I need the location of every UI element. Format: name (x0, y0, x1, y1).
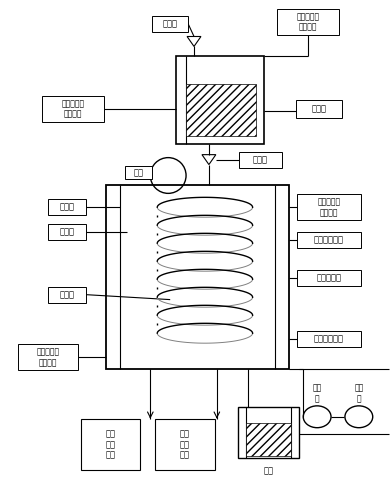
Bar (239, 152, 282, 168)
Text: 冷凝介质出口: 冷凝介质出口 (314, 236, 344, 245)
Text: 分子蒸馏器: 分子蒸馏器 (317, 273, 342, 282)
Text: 蒸馏器加热
介质入口: 蒸馏器加热 介质入口 (36, 347, 59, 367)
Bar (246, 423, 291, 457)
Text: 分布器: 分布器 (59, 203, 74, 212)
Text: 冷阱: 冷阱 (264, 466, 273, 475)
Text: 二级
泵: 二级 泵 (312, 384, 322, 403)
Text: 电机: 电机 (133, 168, 143, 177)
Bar (277, 9, 339, 34)
Bar (297, 270, 361, 286)
Text: 轻组
分装
收罐: 轻组 分装 收罐 (180, 430, 190, 460)
Bar (42, 96, 104, 122)
Text: 料液罐加热
介质出口: 料液罐加热 介质出口 (297, 12, 320, 31)
Text: 冷凝介质入口: 冷凝介质入口 (314, 335, 344, 344)
Bar (176, 56, 264, 144)
Bar (106, 185, 289, 369)
Bar (48, 224, 86, 240)
Bar (152, 16, 188, 31)
Text: 流量阀: 流量阀 (253, 155, 268, 164)
Text: 冷凝管: 冷凝管 (59, 290, 74, 299)
Bar (297, 331, 361, 347)
Bar (297, 195, 361, 220)
Bar (48, 199, 86, 215)
Bar (48, 287, 86, 303)
Text: 料液罐加热
介质入口: 料液罐加热 介质入口 (61, 99, 84, 119)
Bar (238, 407, 299, 459)
Text: 一级
泵: 一级 泵 (354, 384, 364, 403)
Text: 放空阀: 放空阀 (163, 19, 178, 28)
Bar (297, 232, 361, 248)
Text: 蒸馏器加热
介质出口: 蒸馏器加热 介质出口 (317, 197, 341, 217)
Bar (296, 100, 342, 118)
Text: 刮膜器: 刮膜器 (59, 227, 74, 237)
Bar (124, 166, 152, 179)
Text: 重组
分装
收罐: 重组 分装 收罐 (106, 430, 116, 460)
Text: 料液罐: 料液罐 (312, 104, 326, 114)
Bar (81, 419, 140, 470)
Bar (186, 84, 256, 136)
Bar (155, 419, 215, 470)
Bar (18, 344, 78, 370)
